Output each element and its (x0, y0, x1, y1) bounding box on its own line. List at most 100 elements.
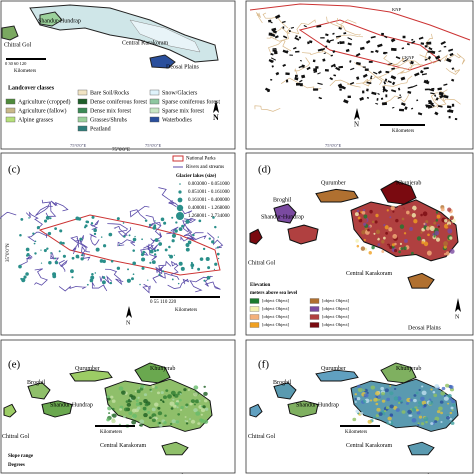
glacier (437, 59, 442, 62)
glacier (383, 81, 387, 85)
texture (355, 409, 360, 413)
glacier-lake (91, 215, 95, 219)
glacier (385, 94, 388, 98)
texture (144, 402, 149, 407)
park-area (287, 400, 319, 418)
glacier (370, 50, 374, 53)
park-maps (249, 180, 459, 289)
texture (383, 413, 386, 416)
glacier-lake (100, 236, 103, 238)
glacier (423, 79, 430, 85)
texture (432, 391, 436, 394)
glacier-lake (101, 280, 106, 285)
map-text: Waterbodies (162, 117, 193, 123)
texture (165, 389, 169, 392)
map-text: N (213, 113, 219, 122)
river (70, 235, 80, 248)
texture (111, 407, 115, 411)
texture (443, 253, 447, 256)
texture (198, 399, 201, 402)
park-area (27, 382, 51, 400)
glacier (270, 78, 273, 81)
park-area (407, 441, 435, 456)
glacier-lake (23, 275, 27, 279)
map-text: 0.161001 - 0.400000 (188, 198, 230, 203)
texture (395, 218, 399, 223)
river (113, 225, 132, 237)
texture (409, 414, 413, 417)
texture (413, 218, 418, 224)
glacier (377, 43, 383, 48)
glacier-lake (71, 256, 75, 260)
texture (377, 243, 381, 247)
texture (354, 397, 357, 401)
glacier-lake (116, 266, 121, 270)
texture (110, 395, 114, 399)
texture (451, 403, 456, 407)
glacier (325, 45, 328, 48)
glacier-lake (203, 279, 206, 282)
texture (436, 214, 441, 219)
river (434, 90, 447, 102)
glacier (430, 92, 435, 95)
glacier-lake (109, 281, 113, 285)
texture (385, 236, 390, 241)
north-arrow (455, 298, 461, 312)
glacier-lake (171, 216, 174, 219)
map-text: [object Object] (262, 322, 290, 327)
glacier (313, 68, 318, 72)
texture (203, 391, 208, 396)
map-text: Central Karakoram (122, 40, 168, 46)
legend-swatch (309, 314, 320, 320)
texture (363, 393, 369, 398)
glacier (446, 105, 452, 109)
glacier (370, 77, 373, 79)
texture (384, 225, 389, 230)
glacier-lake (59, 241, 63, 245)
glacier-lake (158, 243, 160, 245)
legend-swatch (149, 107, 160, 114)
texture (167, 394, 172, 399)
glacier (343, 32, 347, 35)
glacier (359, 96, 365, 101)
glacier (295, 35, 298, 38)
texture (375, 229, 381, 235)
map-text: Shandur-Hundrap (50, 403, 93, 409)
glacier-lake (160, 217, 165, 222)
texture (374, 220, 378, 224)
glacier-lake (132, 273, 135, 276)
glacier-lake (118, 244, 121, 246)
glacier (439, 94, 445, 99)
map-text: 75°0'0"E (112, 148, 130, 153)
landcover-map (149, 54, 176, 69)
glacier (406, 42, 410, 46)
texture (451, 409, 454, 412)
glacier (365, 40, 371, 44)
glacier-lake (49, 217, 52, 220)
texture (425, 226, 430, 231)
texture (361, 230, 366, 235)
texture (111, 413, 117, 418)
glacier (399, 108, 405, 112)
river (146, 238, 159, 252)
glacier (271, 33, 276, 38)
map-text: N (126, 320, 131, 326)
glacier-lake (33, 242, 36, 245)
river (326, 16, 357, 29)
texture (199, 418, 203, 422)
glacier-lake (177, 282, 180, 285)
glacier (384, 35, 388, 39)
glacier (303, 25, 307, 28)
glacier (412, 84, 418, 88)
river (383, 54, 422, 67)
texture (194, 399, 200, 404)
glacier (337, 41, 340, 45)
texture (393, 396, 399, 401)
glacier (366, 88, 369, 92)
texture (157, 406, 161, 410)
texture (433, 221, 437, 225)
map-text: [object Object] (262, 298, 290, 303)
texture (410, 209, 414, 213)
texture (384, 388, 389, 393)
glacier (384, 78, 388, 82)
